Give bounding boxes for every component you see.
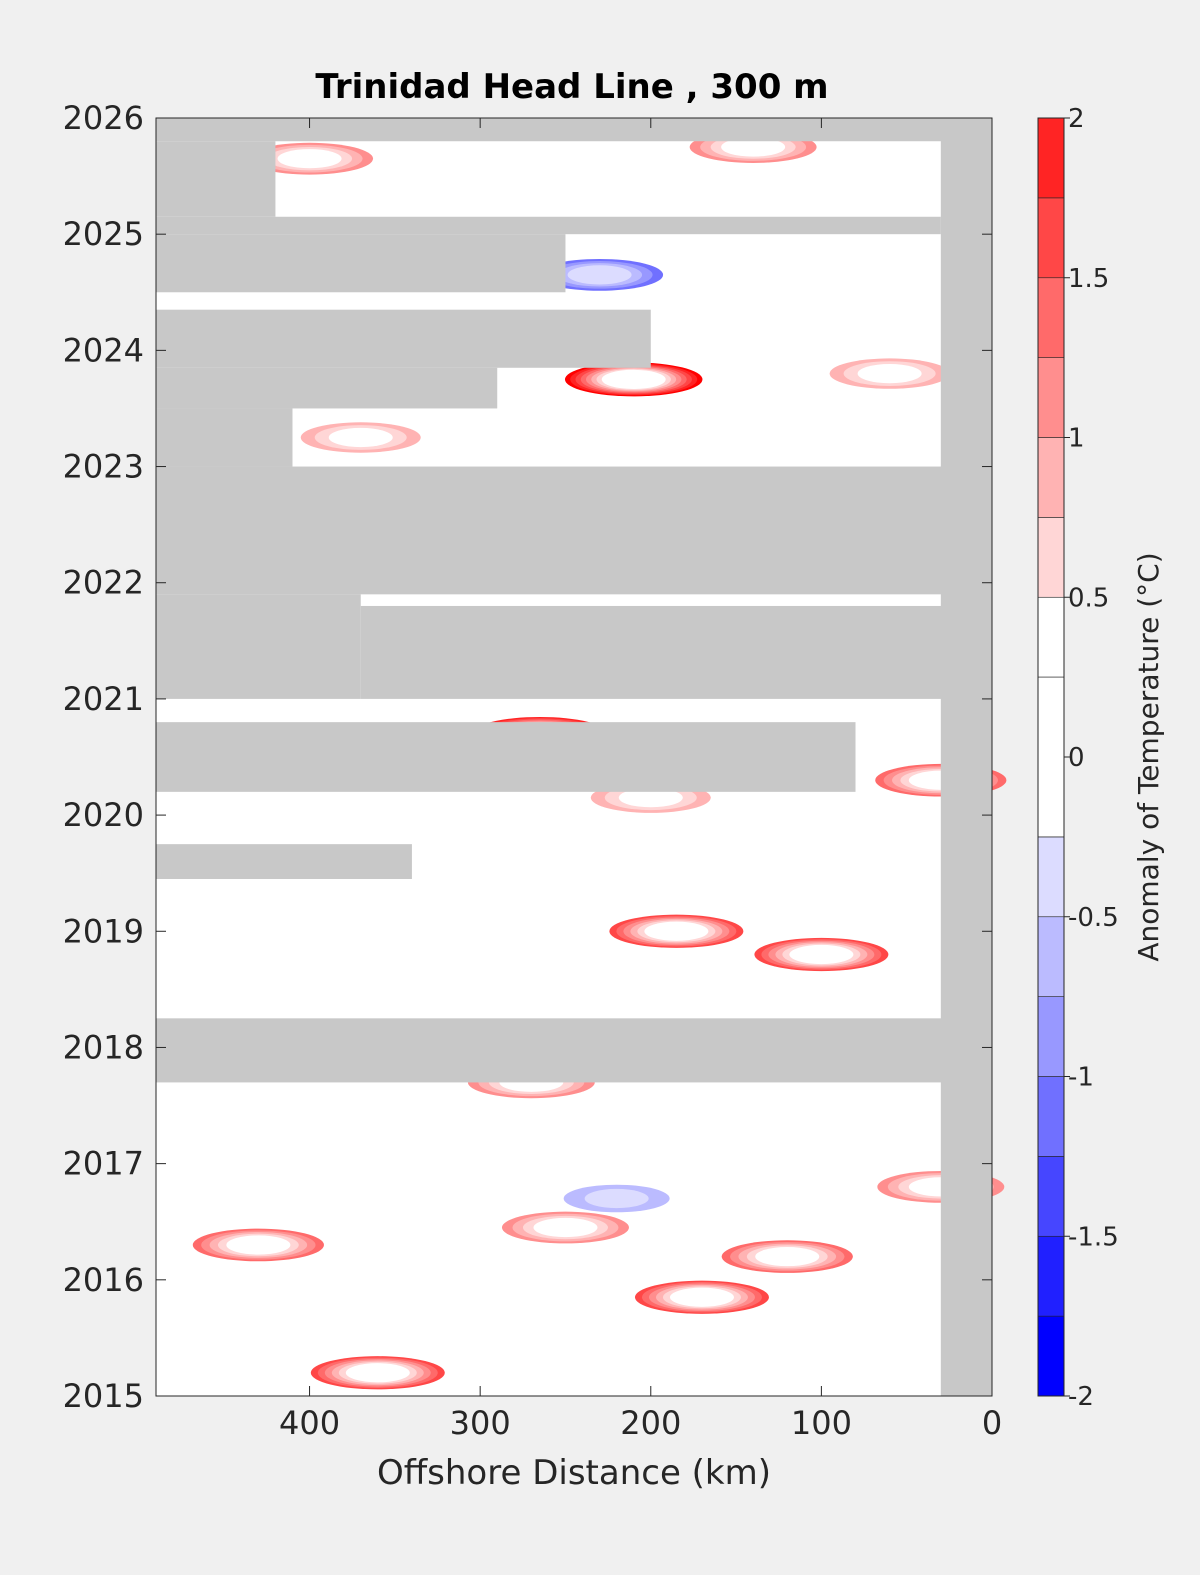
contour-level <box>226 1235 291 1255</box>
y-tick-label: 2017 <box>63 1145 144 1183</box>
no-data-band <box>156 722 856 792</box>
contour-level <box>669 1287 734 1307</box>
colorbar-segment <box>1037 1315 1065 1397</box>
contour-level <box>277 149 342 169</box>
colorbar-tick-label: -0.5 <box>1068 903 1119 933</box>
contour-level <box>328 427 393 448</box>
colorbar-segment <box>1037 1076 1065 1157</box>
anomaly-blob <box>754 937 889 972</box>
anomaly-blob <box>501 1211 629 1244</box>
anomaly-blob <box>563 1184 670 1213</box>
colorbar-label: Anomaly of Temperature (°C) <box>1132 552 1165 961</box>
no-data-band <box>156 309 651 368</box>
anomaly-blob <box>564 362 703 397</box>
colorbar-tick-label: -2 <box>1068 1382 1094 1412</box>
x-axis: 400 300 200 100 0 <box>279 118 1002 1442</box>
contour-level <box>618 788 683 808</box>
contour-level <box>721 137 786 157</box>
x-axis-label: Offshore Distance (km) <box>377 1453 771 1493</box>
colorbar-segment <box>1037 996 1065 1077</box>
no-data-band <box>360 635 992 699</box>
no-data-band <box>156 594 361 699</box>
y-tick-label: 2018 <box>63 1028 144 1066</box>
contour-level <box>601 369 666 390</box>
colorbar-segment <box>1037 916 1065 997</box>
colorbar-segment <box>1037 517 1065 598</box>
y-tick-label: 2025 <box>63 215 144 253</box>
anomaly-blob <box>310 1356 445 1390</box>
contour-level <box>567 265 632 285</box>
plot-frame <box>155 117 993 1397</box>
colorbar-segment <box>1037 1156 1065 1237</box>
colorbar-tick-label: -1 <box>1068 1063 1094 1093</box>
colorbar-tick-label: -1.5 <box>1068 1222 1119 1252</box>
y-axis: 2015 2016 2017 2018 2019 2020 2021 2022 2023 2024… <box>63 99 992 1415</box>
x-tick-label: 400 <box>279 1404 340 1442</box>
x-tick-label: 200 <box>620 1404 681 1442</box>
y-tick-label: 2021 <box>63 680 144 718</box>
anomaly-blob <box>829 358 950 389</box>
y-tick-label: 2024 <box>63 331 144 369</box>
anomaly-blob <box>609 914 744 948</box>
y-tick-label: 2026 <box>63 99 144 137</box>
no-data-band <box>156 844 412 879</box>
y-tick-label: 2016 <box>63 1261 144 1299</box>
anomaly-blob <box>246 142 374 175</box>
no-data-band <box>156 216 941 235</box>
contour-level <box>789 944 854 965</box>
plot-area <box>155 117 1007 1397</box>
no-data-band <box>156 1018 992 1083</box>
x-tick-label: 100 <box>791 1404 852 1442</box>
colorbar-segment <box>1037 836 1065 918</box>
anomaly-blob <box>536 258 664 291</box>
colorbar-segment <box>1037 117 1065 199</box>
no-data-band <box>360 605 992 636</box>
contour-level <box>533 1217 598 1238</box>
y-tick-label: 2020 <box>63 796 144 834</box>
colorbar-segment <box>1037 357 1065 438</box>
colorbar-segment <box>1037 1235 1065 1317</box>
y-tick-label: 2023 <box>63 448 144 486</box>
colorbar: -2 -1.5 -1 -0.5 0 0.5 1 1.5 2 <box>1037 104 1119 1412</box>
no-data-band <box>156 408 293 467</box>
no-data-band <box>156 234 566 293</box>
colorbar-segment <box>1037 197 1065 279</box>
y-tick-label: 2015 <box>63 1377 144 1415</box>
x-tick-label: 300 <box>450 1404 511 1442</box>
no-data-band <box>156 141 276 217</box>
contour-level <box>857 364 922 384</box>
anomaly-blob <box>634 1280 769 1314</box>
y-tick-label: 2022 <box>63 564 144 602</box>
contour-level <box>644 921 709 941</box>
colorbar-tick-label: 1 <box>1068 424 1085 454</box>
x-tick-label: 0 <box>982 1404 1002 1442</box>
colorbar-segment <box>1037 437 1065 518</box>
contour-level <box>755 1246 820 1267</box>
colorbar-tick-label: 0.5 <box>1068 583 1109 613</box>
no-data-band <box>156 466 992 595</box>
no-data-nearshore <box>940 118 992 1396</box>
contour-level <box>584 1188 649 1209</box>
colorbar-tick-label: 2 <box>1068 104 1085 134</box>
y-tick-label: 2019 <box>63 912 144 950</box>
chart-title: Trinidad Head Line , 300 m <box>315 67 828 107</box>
no-data-band <box>156 367 498 409</box>
anomaly-blob <box>721 1240 853 1273</box>
colorbar-segment <box>1037 596 1065 678</box>
contour-level <box>345 1363 410 1383</box>
no-data-band <box>156 118 992 142</box>
anomaly-blob <box>192 1228 324 1262</box>
no-data-mask <box>156 118 992 1396</box>
colorbar-tick-label: 1.5 <box>1068 264 1109 294</box>
colorbar-segment <box>1037 277 1065 358</box>
anomaly-blob <box>300 422 421 453</box>
colorbar-tick-label: 0 <box>1068 743 1085 773</box>
colorbar-segment-neutral <box>1037 676 1065 838</box>
